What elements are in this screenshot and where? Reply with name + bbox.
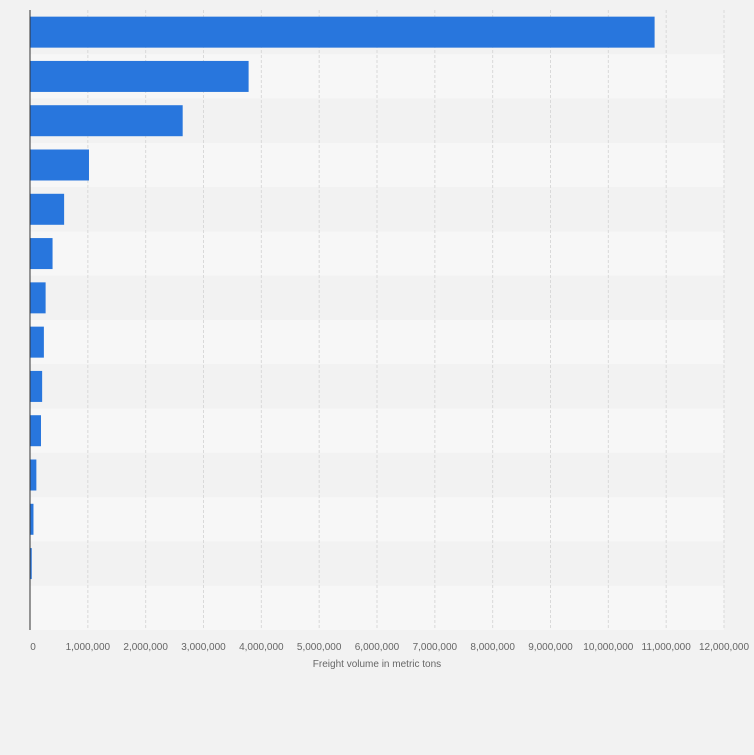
row-band [30,231,724,276]
bar[interactable] [30,459,37,491]
bar[interactable] [30,326,44,358]
x-tick-label: 1,000,000 [66,642,111,653]
x-tick-label: 8,000,000 [470,642,515,653]
gridlines [87,10,725,630]
bars [30,16,655,580]
bar[interactable] [30,282,46,314]
x-tick-label: 6,000,000 [355,642,400,653]
x-tick-label: 7,000,000 [413,642,458,653]
x-tick-label: 10,000,000 [583,642,633,653]
x-tick-label: 3,000,000 [181,642,226,653]
x-tick-labels: 0 1,000,000 2,000,000 3,000,000 4,000,000 5,0… [30,642,749,653]
bar[interactable] [30,60,249,92]
x-axis-label: Freight volume in metric tons [313,659,441,670]
x-tick-label: 2,000,000 [123,642,168,653]
x-tick-label: 4,000,000 [239,642,284,653]
x-tick-label: 11,000,000 [642,642,692,653]
bar[interactable] [30,193,65,225]
bar[interactable] [30,16,655,48]
x-tick-label: 9,000,000 [528,642,573,653]
row-band [30,497,724,542]
row-band [30,187,724,232]
row-band [30,541,724,586]
bar[interactable] [30,548,32,580]
x-tick-label: 5,000,000 [297,642,342,653]
x-tick-label: 0 [30,642,36,653]
bar[interactable] [30,370,43,402]
x-tick-label: 12,000,000 [699,642,749,653]
bar[interactable] [30,503,34,535]
bar[interactable] [30,415,41,447]
bar[interactable] [30,105,183,137]
bar[interactable] [30,238,53,270]
bar[interactable] [30,149,89,181]
